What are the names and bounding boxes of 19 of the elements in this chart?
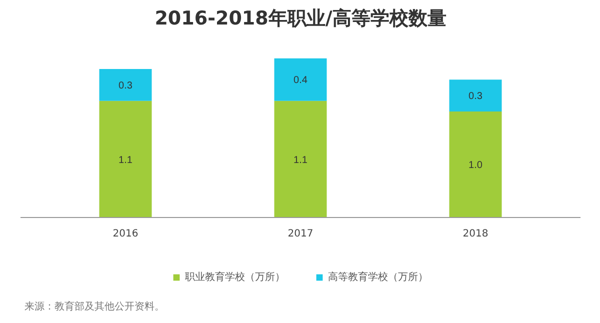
data-label: 1.1 — [294, 154, 308, 166]
bar — [449, 80, 502, 112]
legend-label: 高等教育学校（万所） — [328, 270, 428, 284]
bar — [274, 58, 327, 101]
data-label: 0.3 — [468, 91, 483, 102]
data-label: 1.0 — [468, 160, 483, 172]
bar — [99, 100, 152, 218]
data-label: 1.1 — [118, 154, 133, 166]
x-tick-label: 2016 — [112, 228, 138, 240]
data-label: 0.4 — [294, 75, 308, 86]
source-note: 来源：教育部及其他公开资料。 — [24, 300, 164, 312]
bar — [274, 100, 327, 218]
legend-label: 职业教育学校（万所） — [185, 270, 285, 284]
data-label: 0.3 — [118, 80, 133, 92]
bar — [99, 69, 152, 101]
x-tick-label: 2018 — [462, 228, 488, 240]
bar — [449, 112, 502, 218]
chart-title: 2016-2018年职业/高等学校数量 — [154, 8, 446, 30]
x-tick-label: 2017 — [288, 228, 314, 240]
